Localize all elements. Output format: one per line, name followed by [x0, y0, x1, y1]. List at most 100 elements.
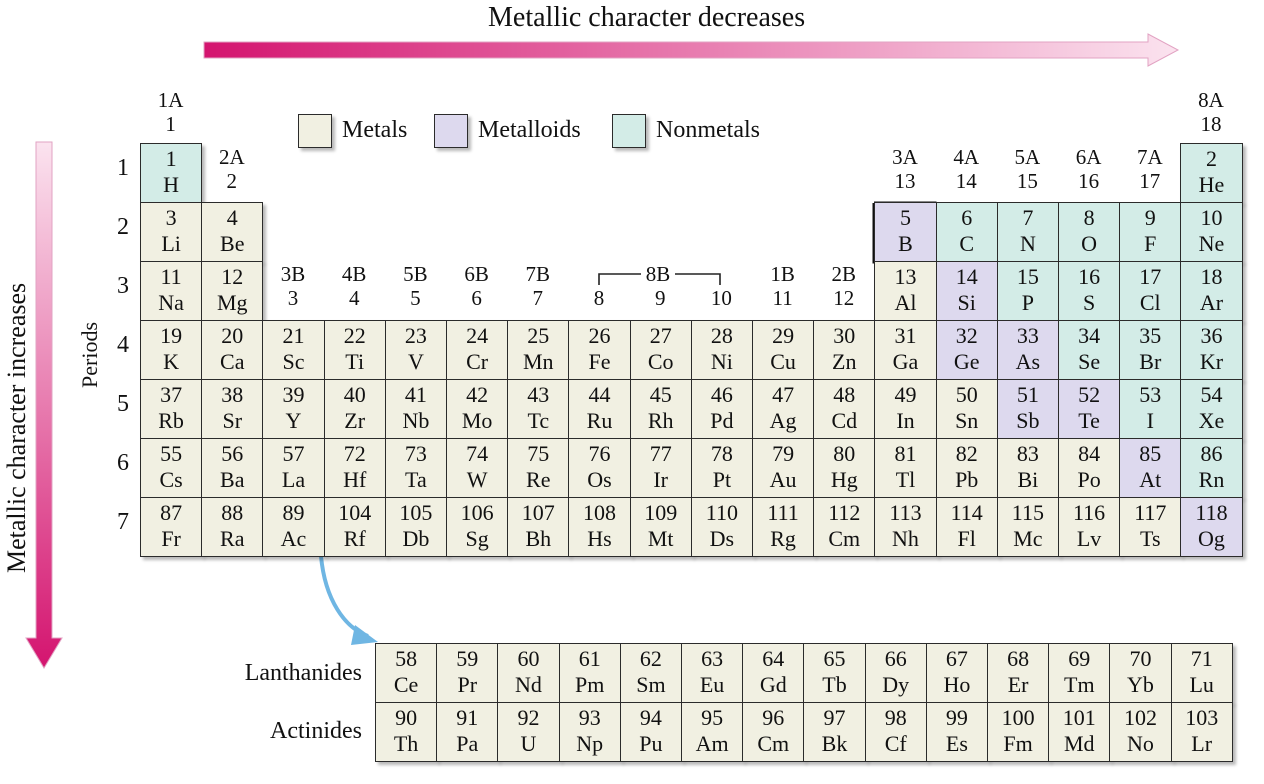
- group-label-4: 4B 4: [324, 262, 384, 310]
- element-cell-ts: 117 Ts: [1119, 497, 1182, 557]
- atomic-number: 38: [221, 382, 244, 407]
- title-metallic-decreases: Metallic character decreases: [488, 2, 806, 33]
- atomic-number: 74: [466, 441, 489, 466]
- atomic-number: 109: [644, 500, 678, 525]
- element-cell-at: 85 At: [1119, 438, 1182, 498]
- element-cell-mc: 115 Mc: [996, 497, 1059, 557]
- group-label-num: 11: [772, 286, 793, 310]
- group-label-ab: 3B: [280, 262, 306, 286]
- group-label-num: 16: [1078, 169, 1100, 193]
- element-cell-bh: 107 Bh: [507, 497, 570, 557]
- element-symbol: B: [898, 231, 913, 256]
- element-symbol: Sr: [222, 408, 243, 433]
- element-cell-w: 74 W: [446, 438, 509, 498]
- element-cell-sb: 51 Sb: [996, 379, 1059, 439]
- element-cell-pa: 91 Pa: [436, 702, 499, 762]
- element-symbol: Ar: [1199, 290, 1224, 315]
- element-cell-pu: 94 Pu: [619, 702, 682, 762]
- element-symbol: W: [466, 467, 488, 492]
- element-cell-ru: 44 Ru: [568, 379, 631, 439]
- element-symbol: Ca: [220, 349, 245, 374]
- element-cell-na: 11 Na: [140, 261, 203, 321]
- group-label-num: 15: [1016, 169, 1038, 193]
- period-number-3: 3: [117, 273, 129, 299]
- element-symbol: Cu: [770, 349, 796, 374]
- element-symbol: Nh: [892, 526, 919, 551]
- element-symbol: Cs: [159, 467, 183, 492]
- element-cell-hf: 72 Hf: [323, 438, 386, 498]
- atomic-number: 49: [894, 382, 917, 407]
- period-number-5: 5: [117, 391, 129, 417]
- atomic-number: 48: [833, 382, 856, 407]
- element-symbol: Ba: [220, 467, 245, 492]
- atomic-number: 20: [221, 323, 244, 348]
- atomic-number: 64: [762, 646, 785, 671]
- element-symbol: Zn: [832, 349, 857, 374]
- element-symbol: Ds: [709, 526, 735, 551]
- element-symbol: Pr: [457, 672, 478, 697]
- atomic-number: 34: [1078, 323, 1101, 348]
- element-symbol: O: [1081, 231, 1098, 256]
- legend-label-nonmetals: Nonmetals: [656, 117, 760, 143]
- atomic-number: 15: [1016, 264, 1039, 289]
- element-symbol: Si: [957, 290, 976, 315]
- element-cell-ra: 88 Ra: [201, 497, 264, 557]
- atomic-number: 59: [456, 646, 479, 671]
- atomic-number: 90: [395, 705, 418, 730]
- group-label-num: 3: [287, 286, 299, 310]
- element-symbol: Nd: [515, 672, 542, 697]
- element-cell-am: 95 Am: [681, 702, 744, 762]
- element-cell-cm: 112 Cm: [813, 497, 876, 557]
- element-cell-s: 16 S: [1058, 261, 1121, 321]
- element-cell-rh: 45 Rh: [629, 379, 692, 439]
- element-cell-i: 53 I: [1119, 379, 1182, 439]
- group-label-10: 10: [691, 262, 751, 310]
- element-symbol: Bh: [525, 526, 552, 551]
- group-label-3: 3B 3: [263, 262, 323, 310]
- atomic-number: 33: [1016, 323, 1039, 348]
- atomic-number: 92: [517, 705, 540, 730]
- atomic-number: 111: [767, 500, 799, 525]
- atomic-number: 66: [884, 646, 907, 671]
- element-cell-ba: 56 Ba: [201, 438, 264, 498]
- element-symbol: Hg: [830, 467, 858, 492]
- element-symbol: Kr: [1199, 349, 1224, 374]
- atomic-number: 95: [701, 705, 724, 730]
- element-cell-fr: 87 Fr: [140, 497, 203, 557]
- element-symbol: As: [1015, 349, 1041, 374]
- atomic-number: 13: [894, 264, 917, 289]
- atomic-number: 72: [343, 441, 366, 466]
- element-symbol: Mg: [217, 290, 248, 315]
- atomic-number: 53: [1139, 382, 1162, 407]
- group-label-ab: 6B: [464, 262, 489, 286]
- atomic-number: 24: [466, 323, 489, 348]
- element-cell-mo: 42 Mo: [446, 379, 509, 439]
- element-symbol: Am: [695, 731, 729, 756]
- element-symbol: Ho: [943, 672, 971, 697]
- element-cell-al: 13 Al: [874, 261, 937, 321]
- element-cell-fl: 114 Fl: [935, 497, 998, 557]
- group-label-ab: [691, 262, 751, 286]
- element-cell-eu: 63 Eu: [681, 643, 744, 703]
- element-symbol: Ra: [220, 526, 245, 551]
- element-symbol: Pd: [710, 408, 734, 433]
- element-symbol: Ru: [586, 408, 613, 433]
- atomic-number: 40: [343, 382, 366, 407]
- element-cell-nh: 113 Nh: [874, 497, 937, 557]
- element-cell-xe: 54 Xe: [1180, 379, 1243, 439]
- element-cell-hg: 80 Hg: [813, 438, 876, 498]
- atomic-number: 47: [772, 382, 795, 407]
- element-cell-ce: 58 Ce: [375, 643, 438, 703]
- atomic-number: 58: [395, 646, 418, 671]
- atomic-number: 36: [1200, 323, 1223, 348]
- element-symbol: Po: [1077, 467, 1101, 492]
- atomic-number: 46: [710, 382, 733, 407]
- group-label-7: 7B 7: [508, 262, 568, 310]
- element-cell-he: 2 He: [1180, 143, 1243, 203]
- element-symbol: Er: [1007, 672, 1029, 697]
- element-symbol: Cd: [831, 408, 858, 433]
- element-cell-cu: 29 Cu: [752, 320, 815, 380]
- element-cell-k: 19 K: [140, 320, 203, 380]
- group-label-2: 2A 2: [202, 145, 262, 193]
